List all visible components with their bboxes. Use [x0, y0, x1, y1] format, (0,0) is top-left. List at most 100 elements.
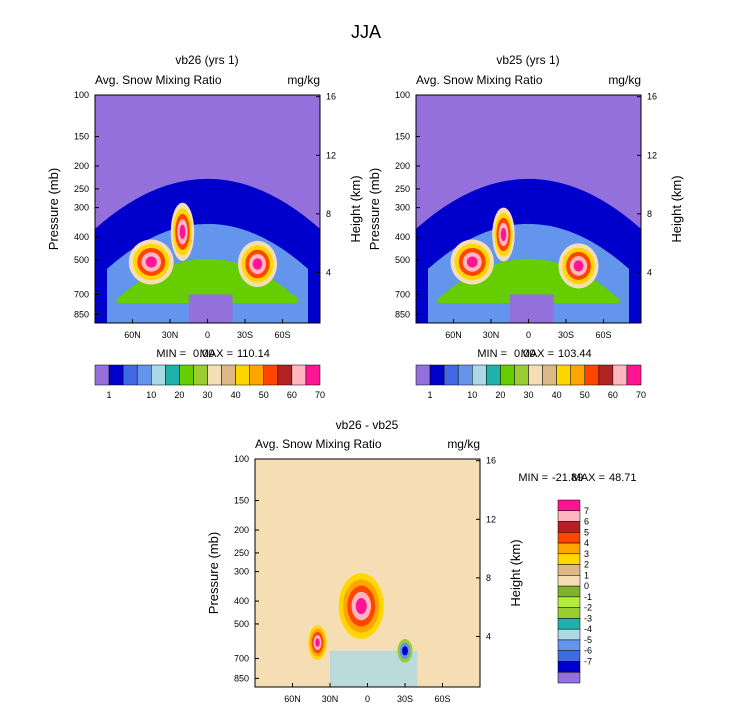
contour-level	[573, 260, 584, 272]
colorbar-label: 10	[146, 390, 156, 400]
colorbar-swatch	[514, 364, 529, 386]
colorbar-swatch	[584, 364, 600, 386]
colorbar-label: -3	[584, 613, 592, 623]
colorbar-swatch	[557, 628, 581, 641]
colorbar-swatch	[528, 364, 543, 386]
contour-level	[315, 638, 320, 647]
figure-title: JJA	[351, 22, 381, 42]
field-background	[255, 459, 480, 687]
colorbar-swatch	[165, 364, 180, 386]
colorbar-swatch	[457, 364, 473, 386]
colorbar-label: 7	[584, 506, 589, 516]
colorbar-label: -1	[584, 592, 592, 602]
colorbar-swatch	[557, 661, 581, 673]
panel-difference: vb26 - vb25 Avg. Snow Mixing Ratio mg/kg…	[206, 418, 637, 704]
colorbar-label: 50	[580, 390, 590, 400]
colorbar-swatch	[557, 542, 581, 555]
y2-tick-label: 16	[647, 92, 657, 102]
colorbar-swatch	[570, 364, 585, 386]
y-tick-label: 500	[74, 255, 89, 265]
contour-level	[402, 646, 408, 656]
max-label: MAX =	[521, 348, 554, 360]
contour-level	[466, 256, 478, 268]
x-tick-label: 60S	[274, 330, 290, 340]
colorbar-swatch	[557, 596, 581, 608]
min-value: -21.89	[552, 472, 583, 484]
x-axis: 60N 30N 0 30S 60S	[445, 319, 612, 340]
units-label: mg/kg	[447, 437, 480, 451]
colorbar-swatch	[598, 364, 614, 386]
variable-label: Avg. Snow Mixing Ratio	[95, 73, 222, 87]
y-tick-label: 200	[395, 161, 410, 171]
colorbar-swatch	[94, 364, 110, 386]
y2-tick-label: 8	[647, 209, 652, 219]
colorbar-swatch	[136, 364, 152, 386]
colorbar-swatch	[557, 510, 581, 522]
y-tick-label: 100	[74, 90, 89, 100]
x-axis: 60N 30N 0 30S 60S	[124, 319, 291, 340]
min-label: MIN =	[156, 348, 186, 360]
y-tick-label: 250	[234, 548, 249, 558]
max-value: 103.44	[558, 348, 592, 360]
colorbar-swatch	[277, 364, 293, 386]
panel-title: vb26 - vb25	[336, 418, 399, 432]
colorbar-label: 20	[174, 390, 184, 400]
x-tick-label: 60N	[124, 330, 141, 340]
colorbar-swatch	[443, 364, 459, 386]
x-tick-label: 30S	[237, 330, 253, 340]
colorbar-swatch	[556, 364, 571, 386]
contour-level	[179, 224, 186, 239]
y-tick-label: 400	[234, 596, 249, 606]
contour-level	[145, 256, 157, 268]
x-tick-label: 30N	[483, 330, 500, 340]
colorbar-label: -7	[584, 656, 592, 666]
y-tick-label: 500	[234, 619, 249, 629]
max-value: 48.71	[609, 472, 637, 484]
min-label: MIN =	[518, 472, 548, 484]
colorbar-label: 30	[523, 390, 533, 400]
surface-mask	[188, 294, 233, 323]
colorbar-swatch	[472, 364, 487, 386]
contour-level	[252, 258, 263, 270]
colorbar-label: 70	[636, 390, 646, 400]
max-label: MAX =	[200, 348, 233, 360]
colorbar-label: 6	[584, 517, 589, 527]
colorbar-label: -4	[584, 624, 592, 634]
min-value: 0.00	[514, 348, 535, 360]
y-tick-label: 500	[395, 255, 410, 265]
y2-tick-label: 12	[326, 150, 336, 160]
colorbar-label: -2	[584, 603, 592, 613]
y2-tick-label: 16	[486, 456, 496, 466]
x-tick-label: 30N	[322, 694, 339, 704]
colorbar-label: 3	[584, 549, 589, 559]
colorbar-swatch	[249, 364, 264, 386]
colorbar-swatch	[305, 364, 321, 386]
y-axis: 100 150 200 250 300 400 500 700 850	[234, 454, 259, 683]
colorbar-swatch	[193, 364, 208, 386]
y-tick-label: 150	[234, 496, 249, 506]
y-axis-label: Pressure (mb)	[367, 168, 382, 250]
variable-label: Avg. Snow Mixing Ratio	[416, 73, 543, 87]
units-label: mg/kg	[608, 73, 641, 87]
min-label: MIN =	[477, 348, 507, 360]
colorbar-label: 50	[259, 390, 269, 400]
y2-axis: 16 12 8 4	[476, 456, 496, 641]
x-tick-label: 60S	[595, 330, 611, 340]
panel-title: vb25 (yrs 1)	[496, 53, 559, 67]
y-axis-label: Pressure (mb)	[46, 168, 61, 250]
colorbar-label: 60	[287, 390, 297, 400]
y-tick-label: 250	[74, 184, 89, 194]
units-label: mg/kg	[287, 73, 320, 87]
x-tick-label: 60N	[284, 694, 301, 704]
x-axis: 60N 30N 0 30S 60S	[284, 683, 451, 704]
contour-field	[95, 95, 320, 323]
colorbar-label: 2	[584, 560, 589, 570]
x-tick-label: 30S	[397, 694, 413, 704]
max-value: 110.14	[237, 348, 270, 360]
colorbar-label: 20	[495, 390, 505, 400]
y-tick-label: 200	[74, 161, 89, 171]
y-tick-label: 150	[74, 132, 89, 142]
colorbar-swatch	[179, 364, 194, 386]
y2-axis-label: Height (km)	[669, 175, 684, 242]
y2-axis: 16 12 8 4	[637, 92, 657, 277]
